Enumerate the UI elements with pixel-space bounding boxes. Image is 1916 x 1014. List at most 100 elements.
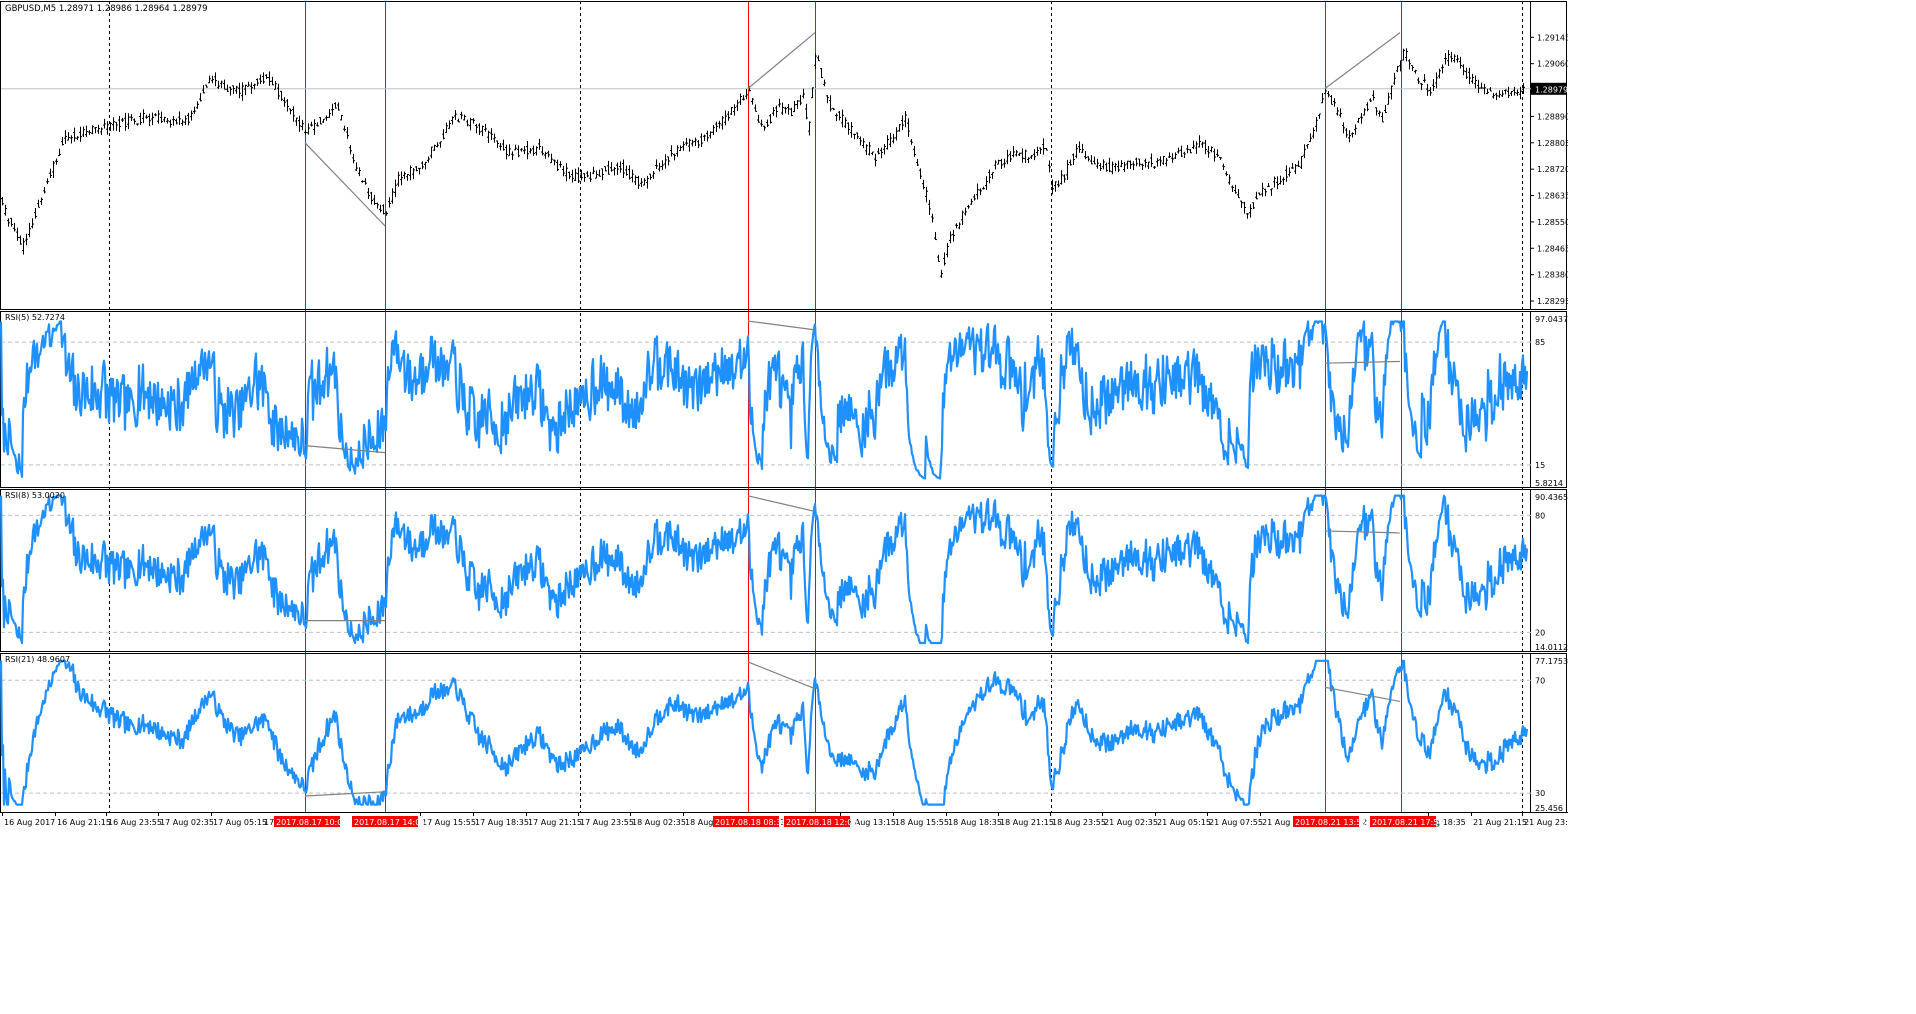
price-bar bbox=[1348, 130, 1351, 143]
price-bar bbox=[658, 162, 661, 172]
price-bar bbox=[847, 122, 850, 135]
price-bar bbox=[1168, 152, 1171, 159]
price-bar bbox=[340, 114, 343, 121]
price-bar bbox=[769, 114, 772, 124]
price-bar bbox=[562, 165, 565, 177]
price-bar bbox=[1375, 107, 1378, 116]
price-bar bbox=[682, 141, 685, 151]
time-label: 21 Aug 07:55 bbox=[1209, 818, 1263, 827]
price-bar bbox=[736, 99, 739, 111]
price-bar bbox=[664, 154, 667, 169]
price-bar bbox=[424, 161, 427, 170]
rsi-scale-label: 80 bbox=[1535, 511, 1545, 520]
panel-frame-0 bbox=[0, 1, 1567, 310]
price-bar bbox=[856, 132, 859, 139]
price-bar bbox=[1174, 152, 1177, 160]
price-bar bbox=[1042, 138, 1045, 155]
price-bar bbox=[1255, 191, 1258, 200]
price-bar bbox=[580, 169, 583, 181]
price-bar bbox=[790, 107, 793, 117]
price-bar bbox=[1282, 177, 1285, 185]
price-bar bbox=[763, 125, 766, 131]
price-bar bbox=[166, 118, 169, 124]
price-bar bbox=[1318, 113, 1321, 119]
price-bar bbox=[859, 136, 862, 146]
price-bar bbox=[709, 131, 712, 139]
price-bar bbox=[1474, 75, 1477, 89]
price-bar bbox=[307, 123, 310, 135]
time-label: 21 Aug 10 bbox=[1262, 818, 1303, 827]
price-bar bbox=[1144, 158, 1147, 168]
price-bar bbox=[1324, 87, 1327, 95]
current-price-label: 1.28979 bbox=[1535, 85, 1568, 94]
price-bar bbox=[1033, 149, 1036, 161]
price-bar bbox=[997, 159, 1000, 165]
price-bar bbox=[7, 218, 10, 227]
price-bar bbox=[154, 113, 157, 117]
price-bar bbox=[823, 79, 826, 87]
price-bar bbox=[601, 168, 604, 181]
price-bar bbox=[784, 106, 787, 114]
price-bar bbox=[1468, 67, 1471, 85]
price-bar bbox=[520, 148, 523, 152]
price-bar bbox=[1183, 151, 1186, 158]
price-bar bbox=[304, 129, 307, 136]
price-bar bbox=[568, 171, 571, 180]
price-bar bbox=[1078, 141, 1081, 153]
price-bar bbox=[274, 80, 277, 90]
price-bar bbox=[931, 213, 934, 223]
price-bar bbox=[367, 187, 370, 199]
rsi-scale-label: 20 bbox=[1535, 628, 1545, 637]
panel-frame-2 bbox=[0, 489, 1567, 652]
price-bar bbox=[1369, 98, 1372, 102]
price-bar bbox=[10, 217, 13, 227]
price-bar bbox=[1387, 92, 1390, 105]
price-bar bbox=[829, 95, 832, 112]
price-bar bbox=[1147, 161, 1150, 170]
price-bar bbox=[862, 138, 865, 149]
price-bar bbox=[355, 162, 358, 171]
price-bar bbox=[1330, 94, 1333, 105]
time-label: 21 Aug 05:15 bbox=[1157, 818, 1211, 827]
price-bar bbox=[4, 204, 7, 216]
time-label: 18 Aug 15:55 bbox=[895, 818, 949, 827]
price-bar bbox=[49, 168, 52, 179]
price-bar bbox=[1396, 65, 1399, 73]
price-bar bbox=[1066, 159, 1069, 180]
price-bar bbox=[1, 196, 4, 206]
price-bar bbox=[1114, 162, 1117, 172]
price-bar bbox=[1165, 157, 1168, 167]
price-bar bbox=[946, 242, 949, 258]
price-bar bbox=[94, 126, 97, 134]
price-bar bbox=[1480, 82, 1483, 89]
price-bar bbox=[1270, 188, 1273, 196]
symbol-header: GBPUSD,M5 1.28971 1.28986 1.28964 1.2897… bbox=[5, 4, 208, 14]
price-bar bbox=[1120, 160, 1123, 168]
price-bar bbox=[1357, 117, 1360, 123]
price-bar bbox=[133, 118, 136, 125]
price-bar bbox=[1243, 201, 1246, 214]
chart-canvas[interactable]: 1.29145 1.29060 1.28979 1.28890 1.28805 1.287… bbox=[0, 0, 1568, 830]
price-bar bbox=[1006, 149, 1009, 165]
price-bar bbox=[529, 148, 532, 154]
price-bar bbox=[799, 95, 802, 106]
price-bar bbox=[1465, 67, 1468, 80]
price-bar bbox=[1057, 180, 1060, 188]
rsi-scale-label: 5.8214 bbox=[1535, 479, 1563, 488]
price-bar bbox=[592, 166, 595, 175]
price-bar bbox=[646, 175, 649, 189]
price-bar bbox=[85, 125, 88, 137]
price-bar bbox=[760, 119, 763, 127]
price-bar bbox=[1372, 90, 1375, 101]
price-bar bbox=[586, 171, 589, 178]
price-bar bbox=[346, 126, 349, 139]
price-bar bbox=[886, 135, 889, 150]
price-bar bbox=[1024, 149, 1027, 164]
price-bar bbox=[1258, 192, 1261, 196]
time-label: 18 Aug 13:15 bbox=[842, 818, 896, 827]
price-bar bbox=[700, 133, 703, 148]
price-bar bbox=[1081, 143, 1084, 153]
price-bar bbox=[976, 183, 979, 200]
price-bar bbox=[1429, 87, 1432, 96]
price-bar bbox=[595, 170, 598, 179]
